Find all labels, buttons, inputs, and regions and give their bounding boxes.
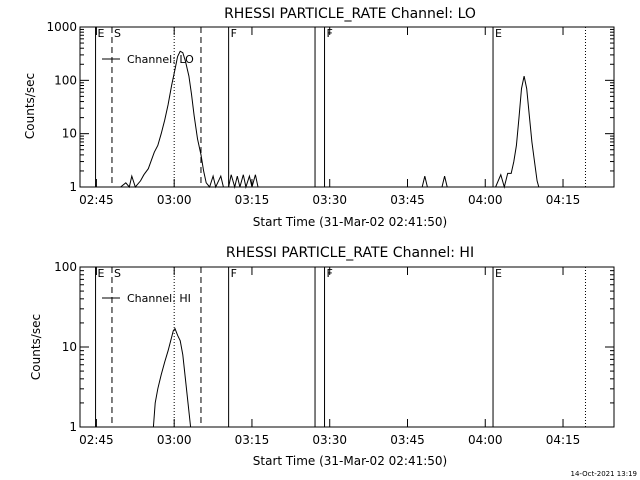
- x-tick-label: 04:15: [546, 193, 581, 207]
- event-marker-label: S: [114, 27, 121, 40]
- y-tick-label: 1: [69, 420, 77, 434]
- x-axis-label: Start Time (31-Mar-02 02:41:50): [253, 454, 447, 468]
- y-axis-label: Counts/sec: [23, 73, 37, 139]
- y-tick-label: 10: [62, 127, 77, 141]
- data-series-line: [120, 50, 259, 189]
- plot-frame: [79, 266, 615, 428]
- x-tick-label: 02:45: [79, 433, 114, 447]
- y-axis-label: Counts/sec: [29, 314, 43, 380]
- chart-panel-hi: RHESSI PARTICLE_RATE Channel: HI Start T…: [29, 245, 615, 468]
- event-marker-label: E: [495, 27, 502, 40]
- event-marker-label: E: [98, 267, 105, 280]
- y-tick-label: 100: [54, 73, 77, 87]
- y-tick-label: 1: [69, 180, 77, 194]
- chart-panel-lo: RHESSI PARTICLE_RATE Channel: LO Start T…: [23, 6, 615, 229]
- event-marker-label: F: [231, 267, 237, 280]
- data-series-line: [421, 175, 448, 188]
- x-tick-label: 03:00: [157, 193, 192, 207]
- x-tick-label: 04:00: [468, 193, 503, 207]
- data-series-line: [495, 75, 540, 189]
- x-axis-label: Start Time (31-Mar-02 02:41:50): [253, 215, 447, 229]
- legend-label: Channel: HI: [127, 292, 191, 305]
- y-tick-label: 10: [62, 340, 77, 354]
- event-marker-label: S: [114, 267, 121, 280]
- x-tick-label: 02:45: [79, 193, 114, 207]
- x-tick-label: 04:15: [546, 433, 581, 447]
- x-tick-label: 03:30: [312, 193, 347, 207]
- event-marker-label: E: [98, 27, 105, 40]
- x-tick-label: 03:45: [390, 193, 425, 207]
- legend-label: Channel: LO: [127, 53, 194, 66]
- plot-frame: [79, 26, 615, 188]
- x-tick-label: 03:45: [390, 433, 425, 447]
- footer-timestamp: 14-Oct-2021 13:19: [571, 470, 637, 478]
- chart-title: RHESSI PARTICLE_RATE Channel: LO: [224, 6, 476, 22]
- data-series-line: [152, 327, 192, 428]
- x-tick-label: 03:00: [157, 433, 192, 447]
- x-tick-label: 03:15: [235, 193, 270, 207]
- event-marker-label: F: [231, 27, 237, 40]
- chart-title: RHESSI PARTICLE_RATE Channel: HI: [226, 245, 474, 261]
- x-tick-label: 04:00: [468, 433, 503, 447]
- y-tick-label: 1000: [46, 20, 77, 34]
- event-marker-label: E: [495, 267, 502, 280]
- x-tick-label: 03:15: [235, 433, 270, 447]
- x-tick-label: 03:30: [312, 433, 347, 447]
- y-tick-label: 100: [54, 260, 77, 274]
